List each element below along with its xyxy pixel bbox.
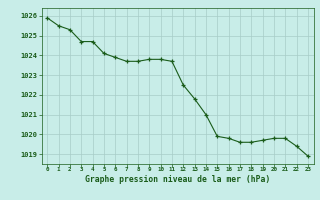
X-axis label: Graphe pression niveau de la mer (hPa): Graphe pression niveau de la mer (hPa): [85, 175, 270, 184]
